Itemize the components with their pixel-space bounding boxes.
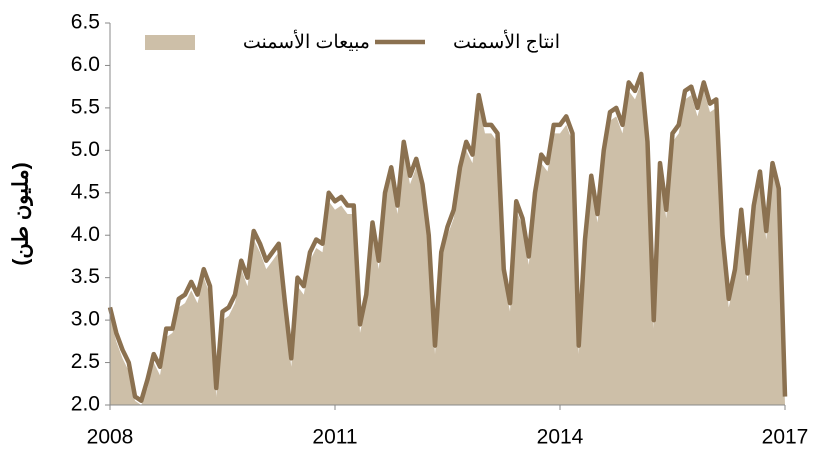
y-tick-label: 3.5 (71, 265, 100, 288)
legend-label: مبيعات الأسمنت (243, 29, 370, 53)
x-tick-label: 2011 (312, 426, 357, 449)
y-tick-label: 5.0 (71, 138, 100, 161)
y-tick-label: 4.5 (71, 180, 100, 203)
y-tick-label: 2.5 (71, 350, 100, 373)
x-tick-label: 2008 (87, 426, 134, 449)
line (107, 71, 788, 404)
y-tick-label: 2.0 (71, 393, 100, 416)
y-tick-label: 5.5 (71, 95, 100, 118)
y-tick-label: 4.0 (71, 223, 100, 246)
x-tick-label: 2017 (762, 426, 809, 449)
y-axis-label: (مليون طن) (10, 162, 34, 265)
legend-swatch (145, 35, 195, 50)
x-tick-label: 2014 (537, 426, 584, 449)
legend-label: انتاج الأسمنت (453, 29, 560, 53)
y-tick-label: 3.0 (71, 308, 100, 331)
y-tick-label: 6.5 (71, 11, 100, 34)
area (110, 82, 785, 406)
y-tick-label: 6.0 (71, 53, 100, 76)
